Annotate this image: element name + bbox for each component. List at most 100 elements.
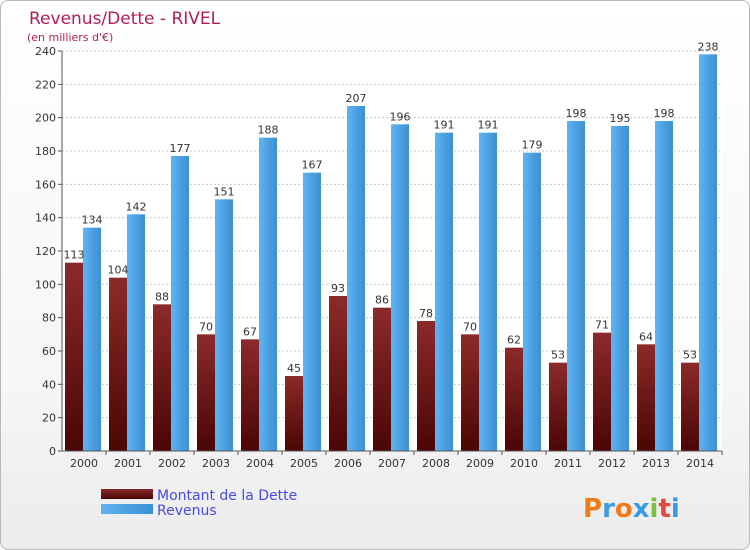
- bar-dette: [637, 344, 655, 451]
- bar-dette: [549, 362, 567, 451]
- x-tick-label: 2011: [554, 457, 582, 470]
- value-label: 93: [331, 282, 345, 295]
- bar-revenus: [259, 137, 277, 451]
- y-tick-label: 160: [35, 178, 56, 191]
- y-tick-label: 220: [35, 78, 56, 91]
- bar-revenus: [699, 54, 717, 451]
- y-tick-label: 40: [42, 378, 56, 391]
- bar-revenus: [655, 121, 673, 451]
- value-label: 198: [654, 107, 675, 120]
- bar-dette: [373, 307, 391, 451]
- y-tick-label: 0: [49, 445, 56, 458]
- bar-revenus: [567, 121, 585, 451]
- legend-swatch-revenus: [101, 504, 153, 514]
- logo-letter: x: [633, 494, 650, 524]
- value-labels: 113 134 104 142 88 177 70 151 67 188 45 167 93 207 86 1…: [64, 40, 719, 375]
- bar-revenus: [347, 106, 365, 451]
- y-tick-label: 200: [35, 112, 56, 125]
- bar-dette: [109, 277, 127, 451]
- value-label: 88: [155, 290, 169, 303]
- x-tick-label: 2005: [290, 457, 318, 470]
- bar-revenus: [303, 172, 321, 451]
- value-label: 113: [64, 249, 85, 262]
- value-label: 191: [434, 119, 455, 132]
- chart-title: Revenus/Dette - RIVEL: [29, 9, 221, 29]
- value-label: 195: [610, 112, 631, 125]
- bar-dette: [285, 376, 303, 451]
- value-label: 167: [302, 159, 323, 172]
- value-label: 142: [126, 200, 147, 213]
- y-tick-label: 140: [35, 212, 56, 225]
- value-label: 151: [214, 185, 235, 198]
- value-label: 70: [199, 320, 213, 333]
- bar-dette: [505, 347, 523, 451]
- y-tick-label: 120: [35, 245, 56, 258]
- legend: Montant de la Dette Revenus: [101, 488, 297, 519]
- bar-dette: [241, 339, 259, 451]
- x-tick-label: 2012: [598, 457, 626, 470]
- x-tick-label: 2000: [70, 457, 98, 470]
- x-tick-label: 2001: [114, 457, 142, 470]
- value-label: 67: [243, 325, 257, 338]
- value-label: 179: [522, 139, 543, 152]
- bars: [65, 54, 717, 451]
- logo-letter: i: [671, 494, 680, 524]
- x-tick-label: 2008: [422, 457, 450, 470]
- logo-letter: r: [602, 494, 615, 524]
- y-tick-label: 240: [35, 45, 56, 58]
- value-label: 70: [463, 320, 477, 333]
- x-tick-label: 2013: [642, 457, 670, 470]
- bar-dette: [153, 304, 171, 451]
- logo-letter: i: [650, 494, 659, 524]
- logo-letter: P: [583, 494, 602, 524]
- value-label: 78: [419, 307, 433, 320]
- legend-swatch-dette: [101, 489, 153, 499]
- x-tick-label: 2009: [466, 457, 494, 470]
- bar-dette: [593, 332, 611, 451]
- value-label: 188: [258, 124, 279, 137]
- x-tick-label: 2004: [246, 457, 274, 470]
- bar-revenus: [523, 152, 541, 451]
- bar-dette: [461, 334, 479, 451]
- value-label: 196: [390, 110, 411, 123]
- bar-dette: [197, 334, 215, 451]
- x-tick-label: 2010: [510, 457, 538, 470]
- bar-revenus: [171, 156, 189, 451]
- y-tick-label: 180: [35, 145, 56, 158]
- value-label: 53: [551, 349, 565, 362]
- bar-dette: [681, 362, 699, 451]
- value-label: 177: [170, 142, 191, 155]
- chart-subtitle: (en milliers d'€): [27, 31, 113, 44]
- value-label: 64: [639, 330, 653, 343]
- value-label: 207: [346, 92, 367, 105]
- value-label: 53: [683, 349, 697, 362]
- value-label: 134: [82, 214, 103, 227]
- logo-letter: t: [658, 494, 670, 524]
- bar-dette: [329, 296, 347, 451]
- bar-dette: [65, 262, 83, 451]
- y-tick-label: 20: [42, 412, 56, 425]
- value-label: 62: [507, 334, 521, 347]
- x-tick-label: 2006: [334, 457, 362, 470]
- bar-revenus: [215, 199, 233, 451]
- y-tick-label: 60: [42, 345, 56, 358]
- value-label: 71: [595, 319, 609, 332]
- axes: 0 20 40 60 80 100 120 140 160 180 200 220 240 2000 200…: [35, 45, 723, 470]
- value-label: 86: [375, 294, 389, 307]
- value-label: 104: [108, 264, 129, 277]
- bar-dette: [417, 321, 435, 451]
- legend-label-revenus: Revenus: [157, 503, 217, 519]
- legend-label-dette: Montant de la Dette: [157, 488, 297, 504]
- y-tick-label: 80: [42, 312, 56, 325]
- x-tick-label: 2003: [202, 457, 230, 470]
- value-label: 45: [287, 362, 301, 375]
- bar-revenus: [391, 124, 409, 451]
- x-tick-label: 2007: [378, 457, 406, 470]
- bar-revenus: [611, 126, 629, 451]
- x-tick-label: 2014: [686, 457, 714, 470]
- x-tick-label: 2002: [158, 457, 186, 470]
- bar-revenus: [435, 132, 453, 451]
- y-tick-label: 100: [35, 278, 56, 291]
